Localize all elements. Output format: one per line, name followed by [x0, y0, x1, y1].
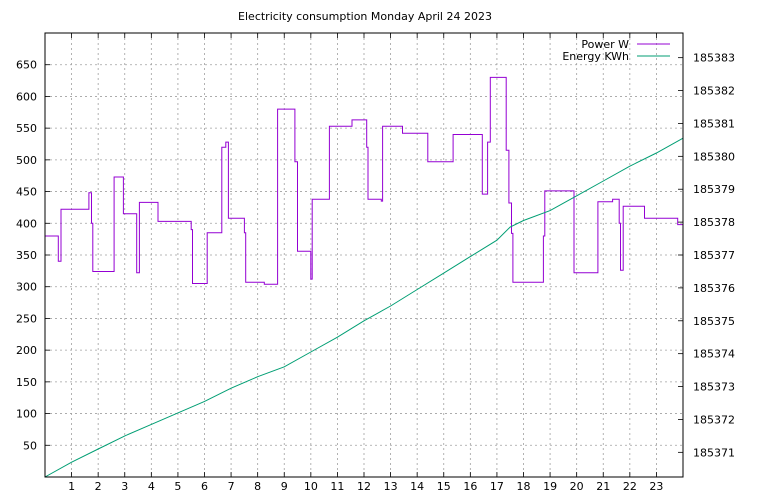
y-tick-label: 300 [16, 281, 37, 294]
y2-tick-label: 185378 [693, 216, 735, 229]
x-tick-label: 8 [254, 480, 261, 493]
series-line-power-w [45, 76, 683, 285]
y2-tick-label: 185376 [693, 282, 735, 295]
y-tick-label: 600 [16, 90, 37, 103]
x-tick-label: 4 [148, 480, 155, 493]
tick-labels: 1 2 3 4 5 6 7 8 9 10 11 12 13 14 15 16 17 18 19 20 21 22 23501… [16, 52, 735, 493]
legend-label-energy-kwh: Energy KWh [562, 50, 629, 63]
y2-tick-label: 185377 [693, 249, 735, 262]
x-tick-label: 2 [95, 480, 102, 493]
y2-tick-label: 185372 [693, 413, 735, 426]
plot-border [44, 32, 684, 478]
y-tick-label: 200 [16, 344, 37, 357]
y2-tick-label: 185381 [693, 117, 735, 130]
plot-frame [44, 32, 684, 478]
x-tick-label: 14 [410, 480, 424, 493]
y-tick-label: 450 [16, 186, 37, 199]
x-tick-label: 15 [437, 480, 451, 493]
x-tick-label: 10 [304, 480, 318, 493]
x-tick-label: 22 [623, 480, 637, 493]
x-tick-label: 11 [330, 480, 344, 493]
x-tick-label: 16 [463, 480, 477, 493]
x-tick-label: 17 [490, 480, 504, 493]
x-tick-label: 3 [121, 480, 128, 493]
x-tick-label: 7 [228, 480, 235, 493]
y2-tick-label: 185371 [693, 446, 735, 459]
y2-tick-label: 185382 [693, 85, 735, 98]
x-tick-label: 19 [543, 480, 557, 493]
y2-tick-label: 185380 [693, 150, 735, 163]
y-tick-label: 150 [16, 376, 37, 389]
x-tick-label: 9 [281, 480, 288, 493]
chart-title: Electricity consumption Monday April 24 … [238, 10, 492, 23]
y-tick-label: 100 [16, 408, 37, 421]
x-tick-label: 1 [68, 480, 75, 493]
grid [45, 33, 683, 477]
x-tick-label: 21 [596, 480, 610, 493]
legend-label-power-w: Power W [581, 38, 629, 51]
x-tick-label: 6 [201, 480, 208, 493]
y2-tick-label: 185375 [693, 315, 735, 328]
y2-tick-label: 185373 [693, 381, 735, 394]
y-tick-label: 350 [16, 249, 37, 262]
y-tick-label: 250 [16, 312, 37, 325]
series-line-energy-kwh [44, 137, 684, 478]
y2-tick-label: 185383 [693, 52, 735, 65]
y-tick-label: 550 [16, 122, 37, 135]
x-tick-label: 20 [570, 480, 584, 493]
series-layer [44, 76, 684, 478]
y2-tick-label: 185379 [693, 183, 735, 196]
y-tick-label: 500 [16, 154, 37, 167]
x-tick-label: 13 [384, 480, 398, 493]
y-tick-label: 400 [16, 217, 37, 230]
x-tick-label: 18 [517, 480, 531, 493]
x-tick-label: 23 [649, 480, 663, 493]
y-tick-label: 50 [23, 439, 37, 452]
y2-tick-label: 185374 [693, 348, 735, 361]
x-tick-label: 12 [357, 480, 371, 493]
x-tick-label: 5 [174, 480, 181, 493]
y-tick-label: 650 [16, 59, 37, 72]
